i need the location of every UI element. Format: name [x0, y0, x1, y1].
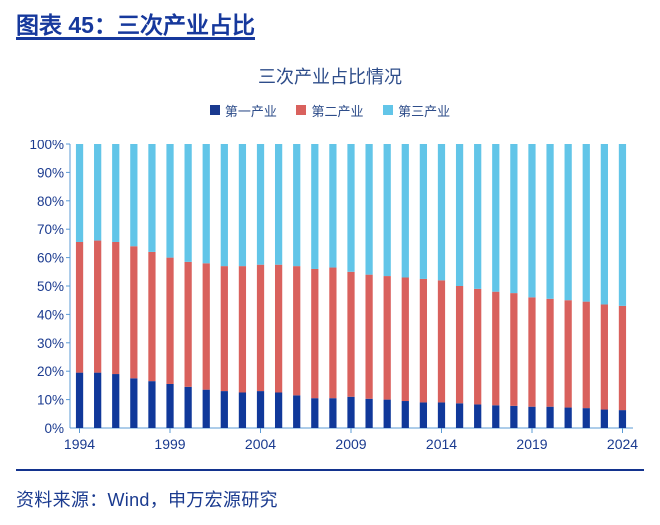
svg-text:100%: 100%: [29, 140, 64, 152]
svg-text:60%: 60%: [37, 251, 64, 266]
svg-text:2009: 2009: [335, 436, 366, 452]
svg-text:2014: 2014: [426, 436, 457, 452]
svg-text:2019: 2019: [516, 436, 547, 452]
svg-text:1994: 1994: [64, 436, 95, 452]
svg-text:0%: 0%: [44, 421, 64, 436]
svg-text:2004: 2004: [245, 436, 276, 452]
svg-text:80%: 80%: [37, 194, 64, 209]
svg-text:30%: 30%: [37, 336, 64, 351]
svg-text:1999: 1999: [154, 436, 185, 452]
svg-text:10%: 10%: [37, 393, 64, 408]
svg-text:20%: 20%: [37, 364, 64, 379]
svg-text:50%: 50%: [37, 279, 64, 294]
svg-text:40%: 40%: [37, 307, 64, 322]
svg-text:2024: 2024: [607, 436, 638, 452]
svg-text:70%: 70%: [37, 222, 64, 237]
svg-text:90%: 90%: [37, 165, 64, 180]
